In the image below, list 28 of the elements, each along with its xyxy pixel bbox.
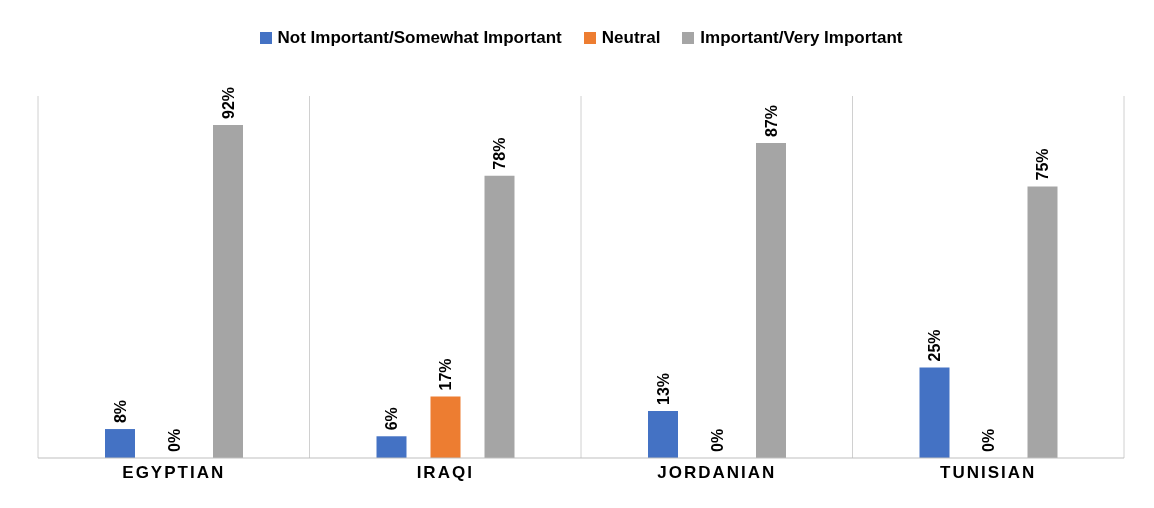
x-tick-label: IRAQI bbox=[416, 463, 474, 483]
bar bbox=[756, 143, 786, 458]
legend-label: Not Important/Somewhat Important bbox=[276, 28, 562, 48]
x-tick-label: TUNISIAN bbox=[940, 463, 1037, 483]
bar bbox=[105, 429, 135, 458]
data-label: 17% bbox=[437, 358, 455, 391]
legend-label: Important/Very Important bbox=[699, 28, 903, 48]
data-label: 0% bbox=[165, 428, 183, 452]
data-label: 78% bbox=[491, 137, 509, 170]
legend-label: Neutral bbox=[600, 28, 661, 48]
bar bbox=[919, 367, 950, 458]
data-label: 0% bbox=[980, 428, 998, 452]
data-label: 87% bbox=[762, 105, 780, 138]
bar bbox=[484, 175, 515, 458]
data-label: 0% bbox=[708, 428, 726, 452]
x-tick-label: EGYPTIAN bbox=[122, 463, 226, 483]
data-label: 13% bbox=[654, 372, 672, 405]
bar bbox=[213, 124, 243, 458]
bar bbox=[430, 396, 461, 458]
bar bbox=[648, 410, 678, 458]
bar bbox=[1027, 186, 1058, 458]
data-label: 6% bbox=[383, 407, 401, 431]
data-label: 8% bbox=[111, 399, 129, 424]
x-tick-label: JORDANIAN bbox=[657, 463, 777, 483]
bar bbox=[376, 436, 407, 458]
data-label: 75% bbox=[1034, 148, 1052, 181]
data-label: 92% bbox=[219, 86, 237, 119]
data-label: 25% bbox=[926, 329, 944, 362]
